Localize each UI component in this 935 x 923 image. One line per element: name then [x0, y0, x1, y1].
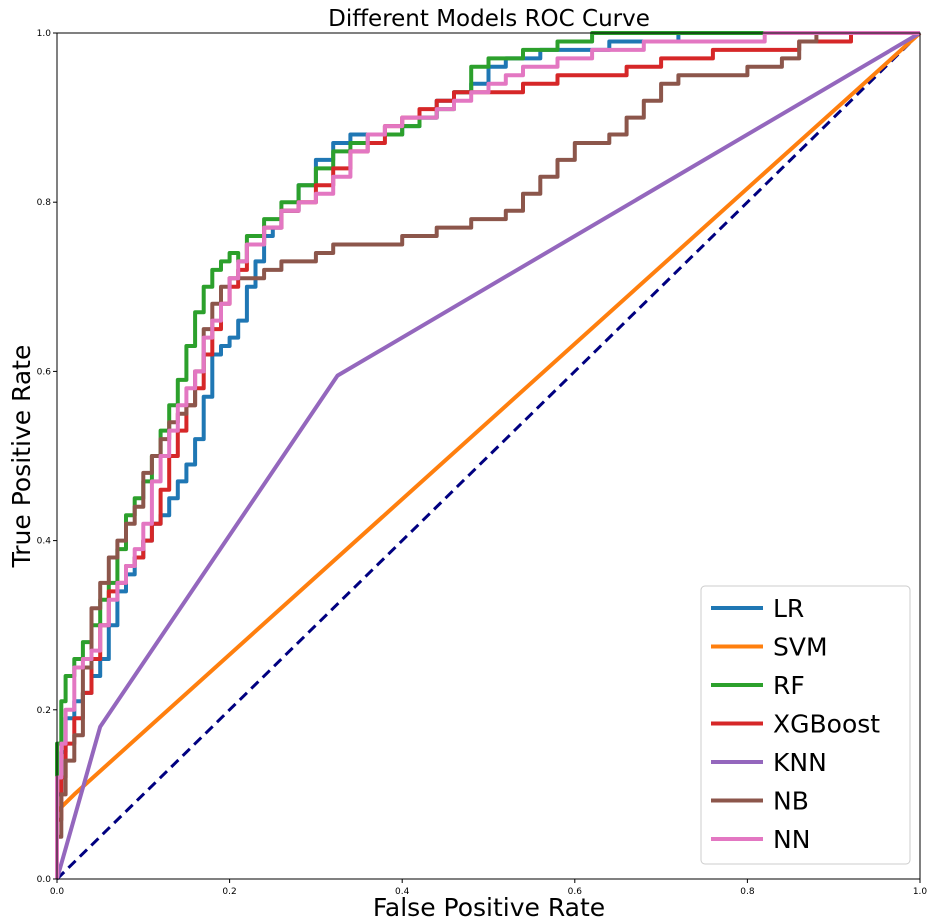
legend-label-lr: LR: [773, 594, 804, 623]
x-axis-ticks: 0.0 0.2 0.4 0.6 0.8 1.0: [50, 879, 928, 897]
x-tick-label: 0.8: [740, 887, 755, 897]
y-axis-label: True Positive Rate: [7, 345, 36, 569]
x-tick-label: 0.0: [50, 887, 65, 897]
legend-label-nn: NN: [773, 825, 810, 854]
x-tick-label: 0.2: [222, 887, 236, 897]
x-tick-label: 0.4: [395, 887, 410, 897]
legend-label-rf: RF: [773, 671, 805, 700]
legend: LR SVM RF XGBoost KNN NB NN: [700, 585, 911, 865]
legend-box: [700, 585, 911, 865]
y-tick-label: 1.0: [37, 29, 52, 39]
chart-title: Different Models ROC Curve: [328, 6, 650, 32]
legend-label-nb: NB: [773, 787, 809, 816]
x-tick-label: 0.6: [568, 887, 583, 897]
legend-label-xgboost: XGBoost: [773, 710, 880, 739]
x-axis-label: False Positive Rate: [373, 893, 605, 922]
legend-label-svm: SVM: [773, 633, 828, 662]
diagonal-layer: [55, 31, 922, 881]
plot-frame: [56, 32, 921, 880]
y-tick-label: 0.4: [37, 537, 52, 547]
y-axis-ticks: 0.0 0.2 0.4 0.6 0.8 1.0: [37, 29, 57, 885]
y-tick-label: 0.0: [37, 875, 52, 885]
y-tick-label: 0.6: [37, 367, 52, 377]
legend-items: LR SVM RF XGBoost KNN NB NN: [711, 594, 880, 854]
series-line-knn: [55, 31, 922, 880]
y-tick-label: 0.2: [37, 706, 51, 716]
x-tick-label: 1.0: [913, 887, 928, 897]
diagonal-chance-line: [55, 31, 922, 881]
series-line-nn: [55, 31, 920, 879]
series-line-nb: [55, 31, 920, 879]
legend-label-knn: KNN: [773, 748, 827, 777]
y-tick-label: 0.8: [37, 198, 52, 208]
